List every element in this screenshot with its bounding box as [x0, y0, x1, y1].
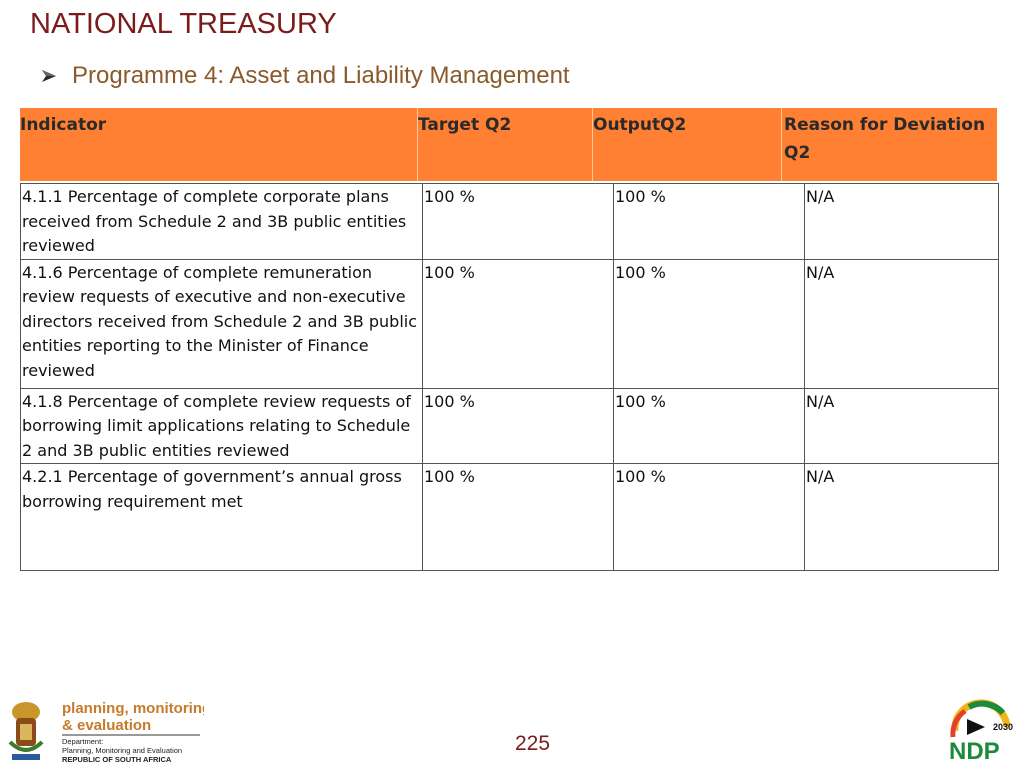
indicator-table: 4.1.1 Percentage of complete corporate p… [20, 183, 999, 571]
column-header-output: OutputQ2 [593, 108, 782, 181]
output-cell: 100 % [613, 463, 805, 571]
reason-cell: N/A [804, 387, 999, 464]
page-number: 225 [515, 732, 551, 755]
indicator-cell: 4.1.6 Percentage of complete remuneratio… [20, 258, 423, 389]
target-cell: 100 % [422, 387, 614, 464]
target-cell: 100 % [422, 258, 614, 389]
page-subtitle: Programme 4: Asset and Liability Managem… [72, 62, 570, 89]
output-cell: 100 % [613, 258, 805, 389]
table-row: 4.1.1 Percentage of complete corporate p… [20, 183, 999, 260]
target-cell: 100 % [422, 463, 614, 571]
dept-line3: REPUBLIC OF SOUTH AFRICA [62, 755, 172, 764]
table-row: 4.1.6 Percentage of complete remuneratio… [20, 258, 999, 389]
target-cell: 100 % [422, 183, 614, 260]
column-header-target: Target Q2 [418, 108, 593, 181]
reason-cell: N/A [804, 258, 999, 389]
page-title: NATIONAL TREASURY [30, 8, 337, 40]
output-cell: 100 % [613, 387, 805, 464]
ndp-year: 2030 [993, 722, 1013, 732]
indicator-cell: 4.1.8 Percentage of complete review requ… [20, 387, 423, 464]
coat-of-arms-icon [8, 702, 44, 760]
indicator-cell: 4.2.1 Percentage of government’s annual … [20, 463, 423, 571]
table-row: 4.2.1 Percentage of government’s annual … [20, 463, 999, 571]
table-row: 4.1.8 Percentage of complete review requ… [20, 387, 999, 464]
logo-line2: & evaluation [62, 717, 151, 734]
subtitle-row: Programme 4: Asset and Liability Managem… [40, 62, 570, 90]
output-cell: 100 % [613, 183, 805, 260]
ndp-text: NDP [949, 738, 1000, 763]
dept-line2: Planning, Monitoring and Evaluation [62, 746, 182, 755]
indicator-cell: 4.1.1 Percentage of complete corporate p… [20, 183, 423, 260]
dept-line1: Department: [62, 737, 103, 746]
column-header-reason: Reason for Deviation Q2 [784, 115, 986, 163]
logo-line1: planning, monitoring [62, 700, 204, 717]
dpme-logo: planning, monitoring & evaluation Depart… [8, 700, 204, 764]
ndp-2030-logo: 2030 NDP [949, 699, 1013, 763]
arrow-bullet-icon [42, 70, 56, 82]
reason-cell: N/A [804, 463, 999, 571]
column-header-indicator: Indicator [20, 108, 418, 181]
reason-cell: N/A [804, 183, 999, 260]
table-header: Indicator Target Q2 OutputQ2 Reason for … [20, 108, 997, 181]
